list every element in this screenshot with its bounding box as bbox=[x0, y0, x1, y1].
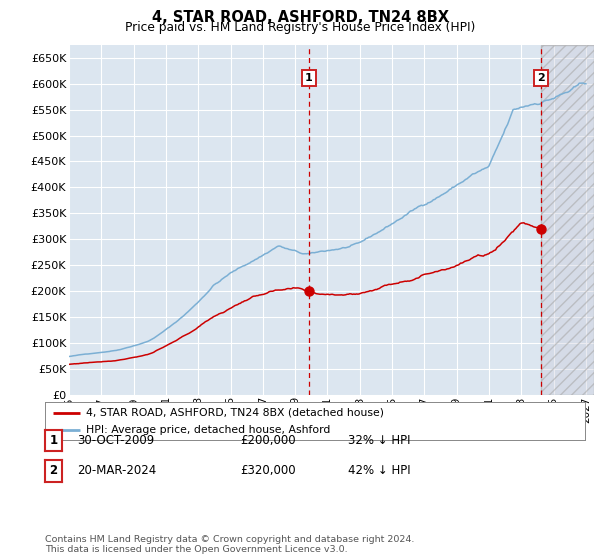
Text: 20-MAR-2024: 20-MAR-2024 bbox=[77, 464, 156, 478]
Text: 32% ↓ HPI: 32% ↓ HPI bbox=[348, 433, 410, 447]
Text: £200,000: £200,000 bbox=[240, 433, 296, 447]
Text: Contains HM Land Registry data © Crown copyright and database right 2024.
This d: Contains HM Land Registry data © Crown c… bbox=[45, 535, 415, 554]
Text: £320,000: £320,000 bbox=[240, 464, 296, 478]
Text: 30-OCT-2009: 30-OCT-2009 bbox=[77, 433, 154, 447]
Text: HPI: Average price, detached house, Ashford: HPI: Average price, detached house, Ashf… bbox=[86, 425, 330, 435]
Bar bbox=[541, 45, 594, 395]
Text: 1: 1 bbox=[305, 73, 313, 83]
Text: 2: 2 bbox=[537, 73, 545, 83]
Text: 42% ↓ HPI: 42% ↓ HPI bbox=[348, 464, 410, 478]
Bar bbox=[541, 45, 594, 395]
Text: 2: 2 bbox=[49, 464, 58, 478]
Text: 4, STAR ROAD, ASHFORD, TN24 8BX: 4, STAR ROAD, ASHFORD, TN24 8BX bbox=[151, 10, 449, 25]
Text: 4, STAR ROAD, ASHFORD, TN24 8BX (detached house): 4, STAR ROAD, ASHFORD, TN24 8BX (detache… bbox=[86, 408, 383, 418]
Text: 1: 1 bbox=[49, 433, 58, 447]
Text: Price paid vs. HM Land Registry's House Price Index (HPI): Price paid vs. HM Land Registry's House … bbox=[125, 21, 475, 34]
